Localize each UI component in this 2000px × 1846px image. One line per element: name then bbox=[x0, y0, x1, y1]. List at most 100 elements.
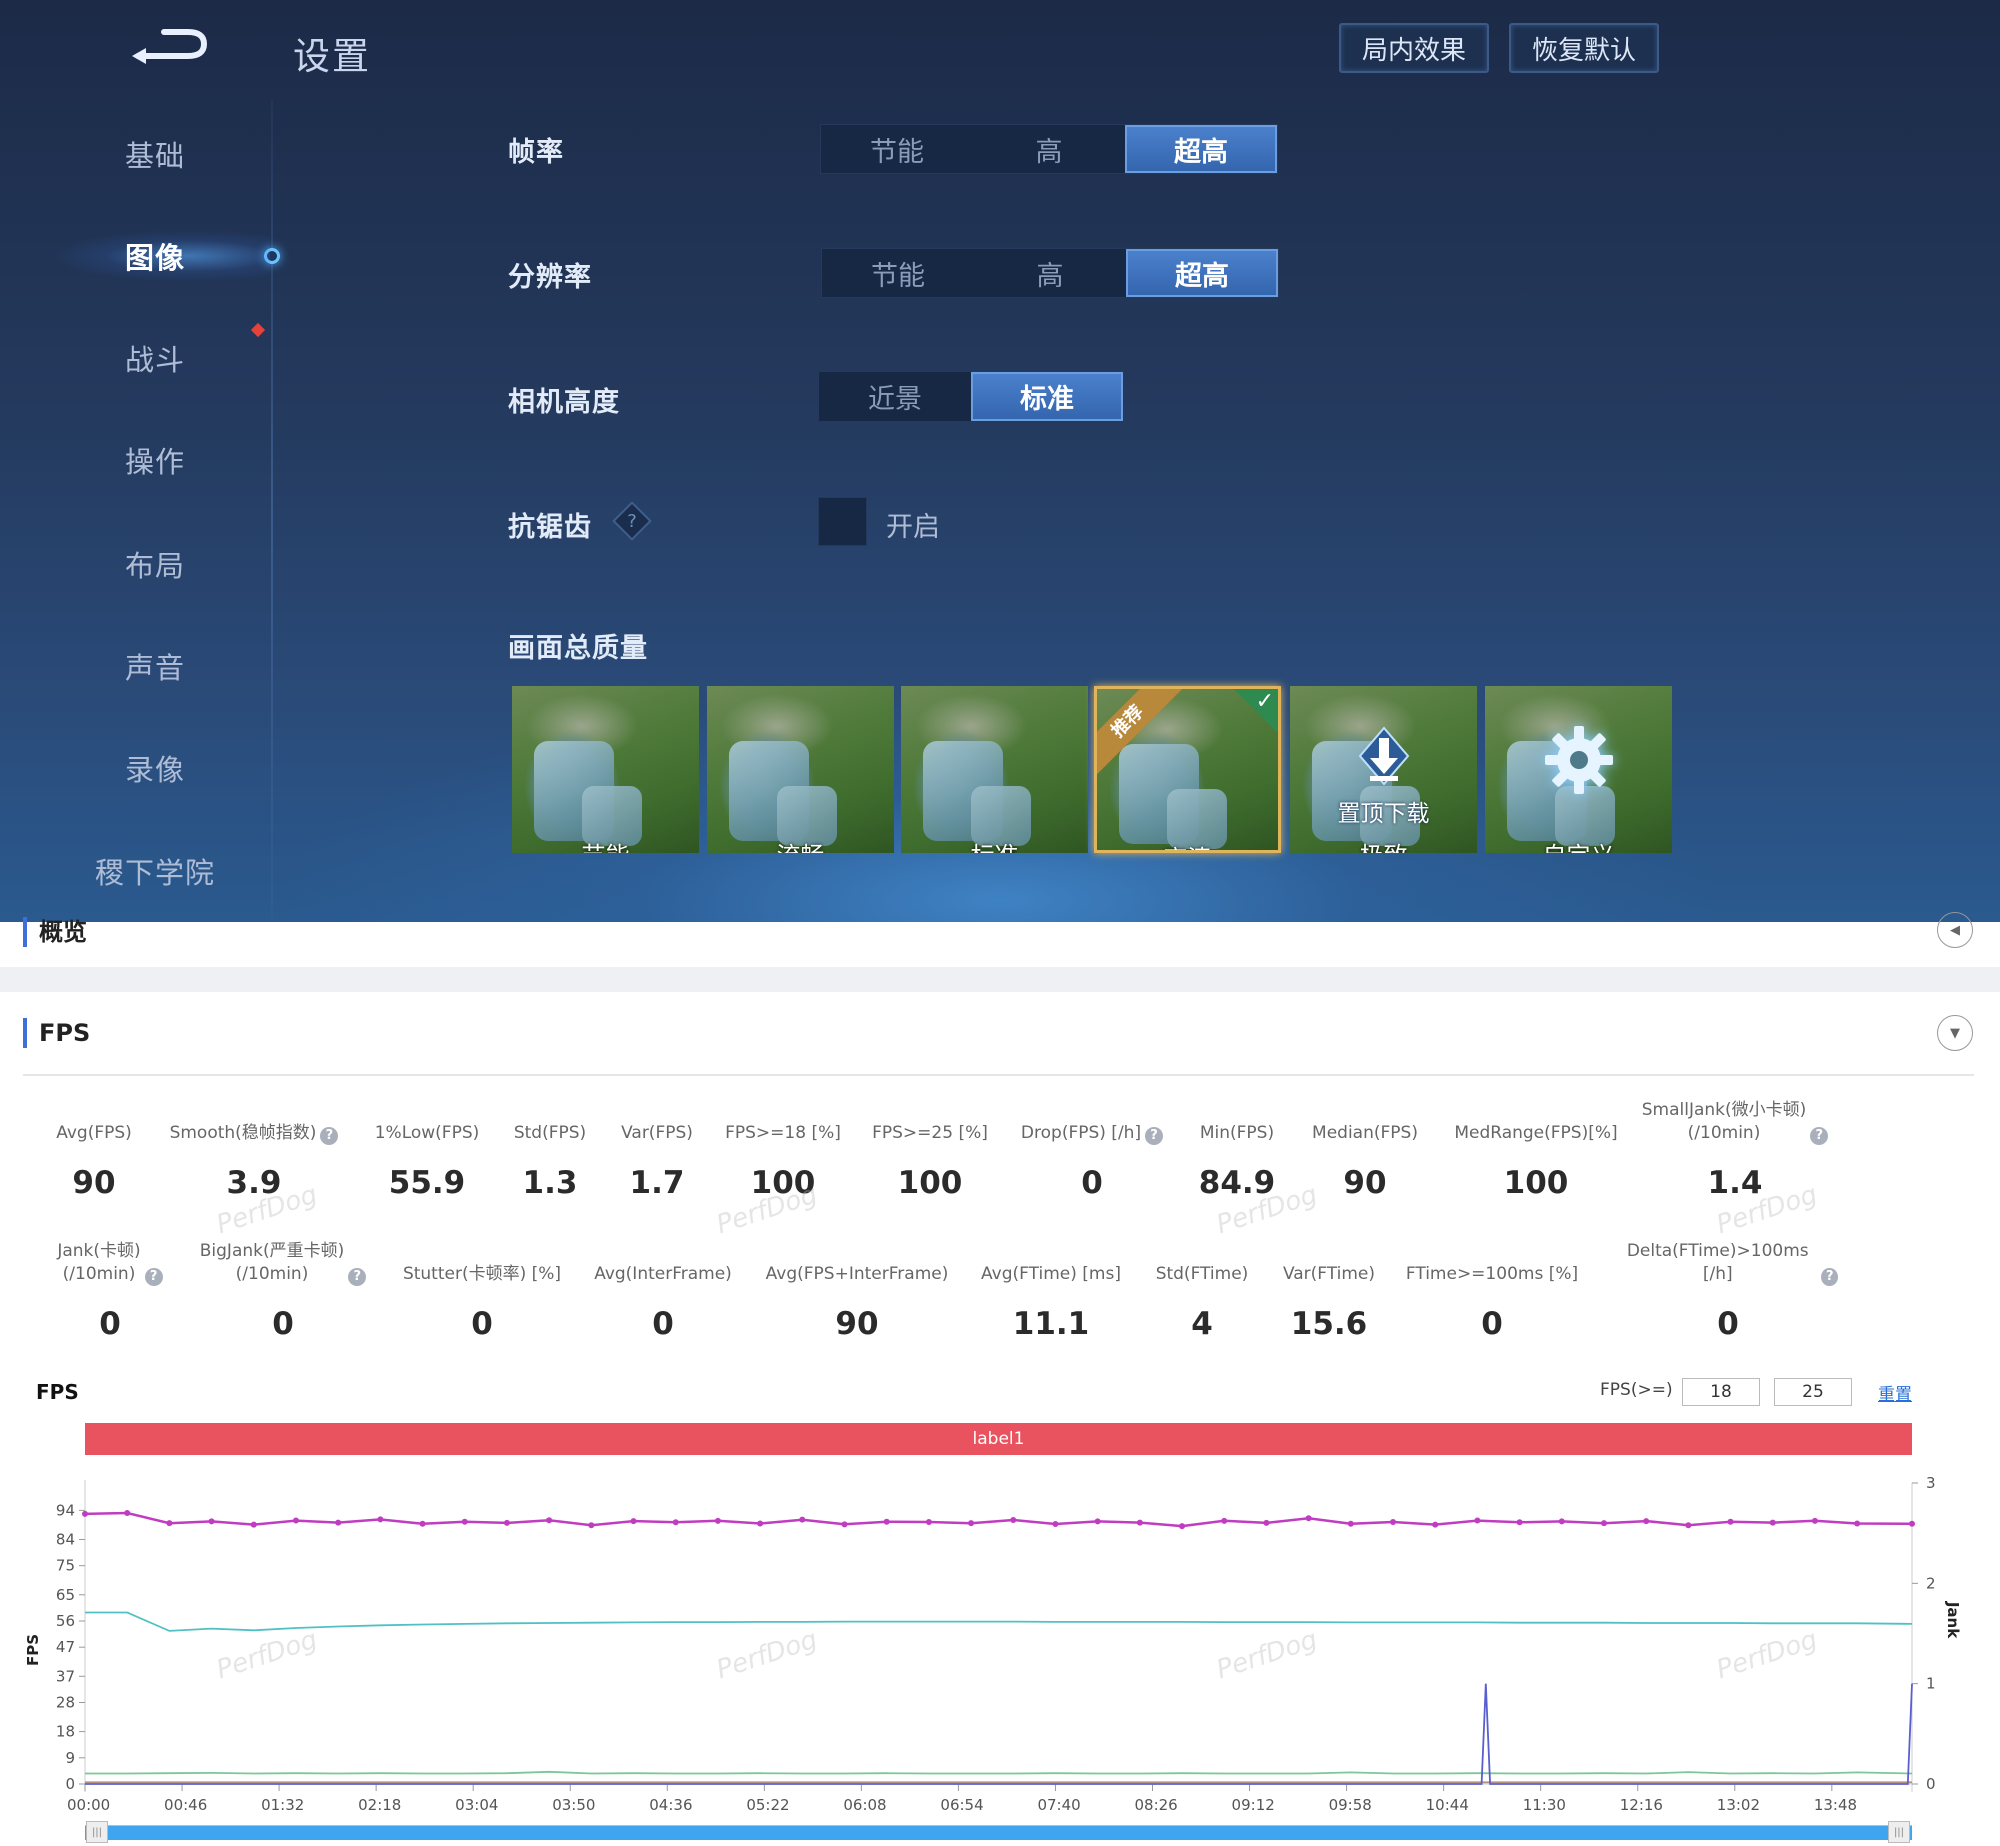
overview-collapse-button[interactable]: ◀ bbox=[1937, 912, 1973, 948]
frame-rate-option-0[interactable]: 节能 bbox=[870, 136, 924, 168]
anti-alias-checkbox[interactable] bbox=[818, 497, 867, 546]
stat-label-text: FPS>=18 [%] bbox=[725, 1123, 841, 1143]
fps-data-point bbox=[1769, 1519, 1776, 1526]
stat-label-text: Avg(FPS+InterFrame) bbox=[765, 1264, 949, 1284]
x-tick-label: 12:16 bbox=[1620, 1796, 1663, 1814]
y-tick-label: 65 bbox=[56, 1586, 75, 1604]
scrollbar-left-handle[interactable]: ||| bbox=[86, 1821, 108, 1843]
restore-default-button[interactable]: 恢复默认 bbox=[1509, 23, 1659, 73]
x-tick-label: 04:36 bbox=[649, 1796, 692, 1814]
stat-stats_row1-10: MedRange(FPS)[%] 100 bbox=[1426, 1099, 1646, 1201]
stat-value: 1.3 bbox=[522, 1165, 578, 1201]
quality-preset-1[interactable]: 流畅 bbox=[707, 686, 894, 853]
sidebar-item-7[interactable]: 稷下学院 bbox=[94, 856, 215, 890]
in-game-effect-button[interactable]: 局内效果 bbox=[1339, 23, 1489, 73]
x-tick-label: 00:00 bbox=[67, 1796, 110, 1814]
stat-stats_row1-1: Smooth(稳帧指数)? 3.9 bbox=[144, 1099, 364, 1201]
stat-label: Smooth(稳帧指数)? bbox=[144, 1099, 364, 1145]
sidebar-item-2[interactable]: 战斗 bbox=[124, 343, 185, 377]
help-icon[interactable]: ? bbox=[144, 1268, 163, 1286]
fps-data-point bbox=[1263, 1519, 1270, 1526]
y2-tick-label: 0 bbox=[1926, 1775, 1936, 1793]
fps-data-point bbox=[630, 1518, 637, 1525]
camera-height-segmented-control: 近景 标准 bbox=[818, 371, 1124, 422]
fps-threshold-input-1[interactable] bbox=[1682, 1378, 1760, 1406]
fps-collapse-button[interactable]: ▼ bbox=[1937, 1015, 1973, 1051]
fps-data-point bbox=[672, 1519, 679, 1526]
fps-data-point bbox=[1474, 1517, 1481, 1524]
resolution-option-0[interactable]: 节能 bbox=[871, 260, 925, 292]
fps-section-title: FPS bbox=[23, 1018, 90, 1048]
thumbnail-scene bbox=[1167, 789, 1227, 849]
sidebar-item-4[interactable]: 布局 bbox=[124, 549, 185, 583]
help-icon[interactable]: ? bbox=[612, 501, 652, 541]
stat-value: 55.9 bbox=[388, 1165, 466, 1201]
x-tick-label: 10:44 bbox=[1426, 1796, 1469, 1814]
stat-label: 1%Low(FPS) bbox=[317, 1099, 537, 1145]
help-icon[interactable]: ? bbox=[320, 1127, 339, 1145]
reset-link[interactable]: 重置 bbox=[1878, 1385, 1912, 1405]
stat-stats_row2-6: Std(FTime) 4 bbox=[1092, 1240, 1312, 1342]
fps-threshold-input-2[interactable] bbox=[1774, 1378, 1852, 1406]
back-arrow-icon[interactable] bbox=[128, 26, 212, 70]
sidebar-item-0[interactable]: 基础 bbox=[124, 139, 185, 173]
fps-data-point bbox=[1094, 1518, 1101, 1525]
help-icon[interactable]: ? bbox=[348, 1268, 367, 1286]
help-icon[interactable]: ? bbox=[1821, 1268, 1838, 1286]
stat-stats_row2-1: BigJank(严重卡顿) (/10min)? 0 bbox=[173, 1240, 393, 1342]
quality-preset-5[interactable]: 自定义 bbox=[1485, 686, 1672, 853]
chart-title: FPS bbox=[36, 1380, 79, 1404]
fps-data-point bbox=[714, 1517, 721, 1524]
stat-value: 1.4 bbox=[1707, 1165, 1763, 1201]
divider bbox=[23, 1074, 1974, 1076]
series-line-2 bbox=[85, 1770, 1913, 1775]
stat-label-text: MedRange(FPS)[%] bbox=[1454, 1123, 1618, 1143]
fps-data-point bbox=[82, 1510, 88, 1517]
stat-value: 1.7 bbox=[629, 1165, 685, 1201]
fps-data-point bbox=[292, 1517, 299, 1524]
stat-label-text: Std(FPS) bbox=[513, 1123, 587, 1143]
frame-rate-option-1[interactable]: 高 bbox=[1035, 136, 1063, 168]
help-icon[interactable]: ? bbox=[1145, 1127, 1164, 1145]
stat-label: Std(FTime) bbox=[1092, 1240, 1312, 1286]
x-tick-label: 06:54 bbox=[940, 1796, 983, 1814]
resolution-option-2[interactable]: 超高 bbox=[1126, 249, 1278, 297]
quality-preset-2[interactable]: 标准 bbox=[901, 686, 1088, 853]
scrollbar-right-handle[interactable]: ||| bbox=[1888, 1821, 1910, 1843]
quality-preset-4[interactable]: 置顶下载极致 bbox=[1290, 686, 1477, 853]
quality-preset-label: 极致 bbox=[1290, 836, 1477, 853]
stat-label-text: Median(FPS) bbox=[1312, 1123, 1418, 1143]
sidebar-item-5[interactable]: 声音 bbox=[124, 651, 185, 685]
stat-label: Drop(FPS) [/h]? bbox=[982, 1099, 1202, 1145]
selected-corner bbox=[1234, 689, 1278, 733]
camera-height-option-1[interactable]: 标准 bbox=[971, 372, 1123, 421]
frame-rate-option-2[interactable]: 超高 bbox=[1125, 125, 1277, 173]
resolution-option-1[interactable]: 高 bbox=[1036, 260, 1064, 292]
help-icon[interactable]: ? bbox=[1810, 1127, 1829, 1145]
quality-preset-0[interactable]: 节能 bbox=[512, 686, 699, 853]
y-tick-label: 18 bbox=[56, 1723, 75, 1741]
stat-value: 90 bbox=[72, 1165, 116, 1201]
camera-height-option-0[interactable]: 近景 bbox=[868, 384, 922, 415]
download-label: 置顶下载 bbox=[1337, 801, 1430, 827]
time-range-scrollbar[interactable] bbox=[85, 1825, 1912, 1840]
sidebar-item-3[interactable]: 操作 bbox=[124, 445, 185, 479]
stat-label: Min(FPS) bbox=[1127, 1099, 1347, 1145]
help-icon-glyph: ? bbox=[627, 510, 637, 532]
fps-data-point bbox=[1643, 1518, 1650, 1525]
quality-preset-label: 高清 bbox=[1097, 839, 1278, 850]
stat-value: 100 bbox=[1503, 1165, 1569, 1201]
quality-preset-3[interactable]: 推荐✓高清 bbox=[1094, 686, 1281, 853]
download-icon bbox=[1358, 726, 1410, 790]
stat-stats_row2-7: Var(FTime) 15.6 bbox=[1219, 1240, 1439, 1342]
stat-value: 90 bbox=[835, 1306, 879, 1342]
label-band[interactable]: label1 bbox=[85, 1423, 1912, 1455]
stat-label-text: FTime>=100ms [%] bbox=[1405, 1264, 1579, 1284]
y2-tick-label: 2 bbox=[1926, 1574, 1936, 1592]
sidebar-item-1[interactable]: 图像 bbox=[40, 226, 270, 286]
sidebar-item-6[interactable]: 录像 bbox=[124, 753, 185, 787]
fps-data-point bbox=[1727, 1518, 1734, 1525]
anti-alias-checkbox-label[interactable]: 开启 bbox=[886, 512, 940, 543]
fps-data-point bbox=[1685, 1522, 1692, 1529]
stat-value: 0 bbox=[1481, 1306, 1503, 1342]
